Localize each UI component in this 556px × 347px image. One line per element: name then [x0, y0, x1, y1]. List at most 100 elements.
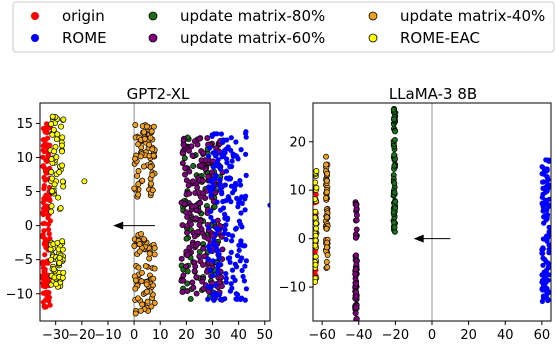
point: [213, 231, 219, 237]
point: [48, 121, 55, 127]
point: [222, 296, 228, 302]
point: [144, 298, 151, 305]
point: [186, 147, 192, 154]
point: [140, 129, 147, 136]
point: [135, 264, 142, 271]
point: [227, 175, 234, 181]
point: [181, 155, 188, 162]
point: [232, 261, 238, 267]
point: [543, 189, 549, 195]
x-tick-label: 50: [256, 328, 273, 343]
point: [194, 184, 201, 191]
point: [209, 133, 215, 139]
point: [210, 273, 216, 279]
point: [543, 271, 549, 277]
point: [391, 136, 398, 143]
point: [208, 192, 214, 198]
point: [546, 250, 551, 256]
point: [353, 202, 360, 209]
point: [81, 178, 88, 185]
point: [193, 274, 200, 281]
point: [184, 229, 190, 236]
point: [390, 209, 397, 216]
point: [208, 285, 214, 291]
point: [545, 182, 551, 188]
point: [138, 230, 145, 237]
point: [242, 207, 248, 213]
point: [190, 284, 197, 291]
point: [236, 247, 242, 253]
point: [240, 273, 246, 280]
point: [391, 162, 398, 169]
point: [227, 259, 233, 265]
point: [149, 187, 156, 194]
point: [150, 275, 157, 282]
x-tick-label: 10: [152, 328, 169, 343]
point: [225, 231, 231, 237]
point: [241, 278, 247, 284]
point: [42, 128, 48, 135]
point: [228, 199, 234, 205]
point: [542, 213, 548, 219]
point: [224, 137, 230, 143]
legend-marker-rome: [31, 34, 39, 42]
point: [59, 274, 66, 281]
point: [197, 200, 204, 207]
point: [56, 259, 63, 266]
point: [40, 299, 47, 305]
point: [213, 242, 219, 248]
point: [225, 255, 231, 261]
point: [544, 178, 550, 184]
point: [215, 265, 221, 271]
point: [391, 189, 398, 196]
point: [323, 195, 329, 201]
legend-marker-origin: [31, 12, 39, 20]
point: [180, 277, 187, 284]
point: [191, 268, 198, 274]
point: [313, 179, 318, 186]
point: [134, 172, 141, 179]
point: [207, 145, 213, 151]
point: [139, 301, 146, 308]
point: [243, 172, 249, 178]
point: [189, 152, 196, 159]
point: [239, 267, 245, 274]
point: [208, 178, 214, 184]
point: [60, 183, 67, 190]
point: [539, 250, 545, 256]
point: [180, 272, 187, 279]
series-update-matrix-40: [322, 153, 331, 271]
series-origin: [40, 121, 54, 310]
point: [545, 297, 551, 304]
point: [132, 122, 139, 128]
point: [43, 169, 49, 175]
point: [543, 201, 550, 207]
series-rome-eac: [313, 168, 320, 285]
point: [54, 239, 61, 246]
point: [391, 116, 398, 123]
point: [217, 182, 223, 188]
point: [131, 185, 138, 192]
point: [193, 215, 199, 222]
y-tick-label: 20: [289, 135, 306, 150]
legend-marker-update-matrix-60: [148, 33, 158, 43]
point: [182, 171, 188, 178]
point: [212, 189, 219, 196]
point: [40, 147, 46, 153]
point: [183, 209, 190, 216]
point: [228, 281, 234, 287]
point: [542, 167, 548, 173]
point: [48, 169, 55, 175]
point: [234, 195, 240, 201]
point: [542, 285, 549, 292]
point: [214, 217, 221, 224]
point: [233, 291, 239, 297]
legend-marker-rome-eac: [368, 33, 378, 43]
point: [218, 274, 225, 281]
point: [323, 225, 330, 232]
point: [223, 275, 229, 281]
point: [224, 175, 230, 181]
y-tick-label: 0: [298, 232, 306, 247]
point: [313, 261, 319, 268]
